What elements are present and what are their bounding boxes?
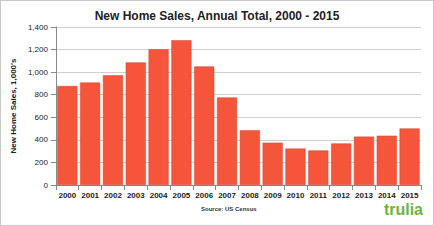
svg-text:200: 200 <box>35 158 49 167</box>
svg-text:Source: US Census: Source: US Census <box>201 206 257 212</box>
svg-text:400: 400 <box>35 135 49 144</box>
svg-text:2007: 2007 <box>218 191 236 200</box>
svg-text:0: 0 <box>43 181 48 190</box>
svg-text:trulia: trulia <box>384 201 423 218</box>
svg-text:2009: 2009 <box>264 191 282 200</box>
svg-text:2015: 2015 <box>401 191 419 200</box>
svg-text:2004: 2004 <box>150 191 168 200</box>
svg-text:2000: 2000 <box>58 191 76 200</box>
svg-text:2012: 2012 <box>332 191 350 200</box>
svg-text:600: 600 <box>35 113 49 122</box>
svg-text:1,000: 1,000 <box>28 68 49 77</box>
svg-text:2002: 2002 <box>104 191 122 200</box>
svg-text:1,400: 1,400 <box>28 23 49 32</box>
svg-text:1,200: 1,200 <box>28 45 49 54</box>
svg-text:New Home Sales, 1,000's: New Home Sales, 1,000's <box>9 58 18 153</box>
svg-text:2010: 2010 <box>287 191 305 200</box>
svg-text:2013: 2013 <box>355 191 373 200</box>
svg-text:2005: 2005 <box>173 191 191 200</box>
svg-text:2003: 2003 <box>127 191 145 200</box>
svg-text:800: 800 <box>35 90 49 99</box>
svg-text:2011: 2011 <box>310 191 328 200</box>
svg-text:2014: 2014 <box>378 191 396 200</box>
svg-text:2001: 2001 <box>81 191 99 200</box>
svg-text:New Home Sales, Annual Total,: New Home Sales, Annual Total, 2000 - 201… <box>95 9 340 23</box>
svg-text:2008: 2008 <box>241 191 259 200</box>
svg-text:2006: 2006 <box>195 191 213 200</box>
